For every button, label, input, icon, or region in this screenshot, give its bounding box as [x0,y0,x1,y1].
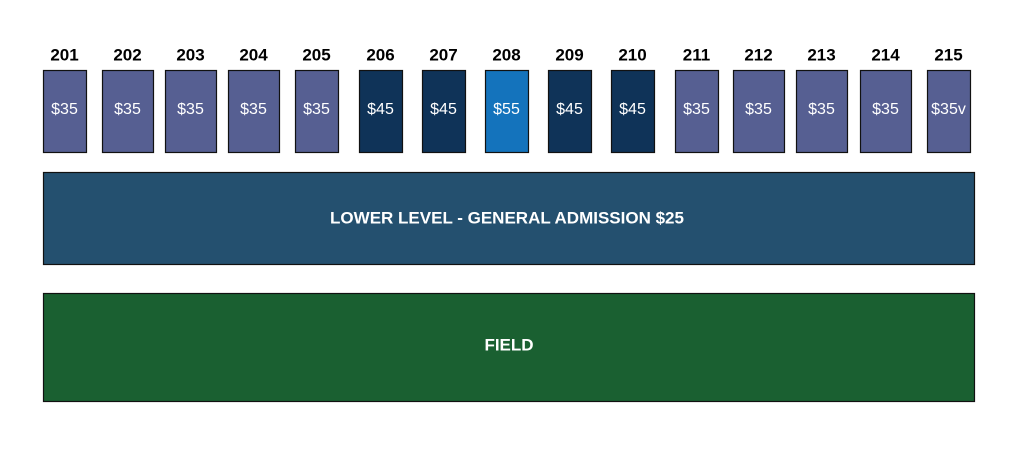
section-box [358,69,404,154]
section-number: 210 [618,45,646,64]
section-price: $35 [51,101,78,118]
section-price: $45 [430,101,457,118]
section-number: 208 [492,45,520,64]
section-box [859,69,913,154]
section-box [227,69,281,154]
section-box [484,69,530,154]
section-box [421,69,467,154]
section-number: 204 [239,45,268,64]
section-price: $35 [872,101,899,118]
section-price: $45 [367,101,394,118]
section-number: 212 [744,45,772,64]
section-number: 202 [113,45,141,64]
section-price: $35 [808,101,835,118]
section-box [547,69,593,154]
section-price: $35 [745,101,772,118]
section-box [795,69,849,154]
section-price: $55 [493,101,520,118]
section-box [101,69,155,154]
field-label: FIELD [484,335,533,354]
section-price: $35 [177,101,204,118]
section-number: 205 [302,45,330,64]
section-price: $45 [556,101,583,118]
section-box [926,69,972,154]
lower-level-area [42,171,976,266]
section-box [610,69,656,154]
section-number: 209 [555,45,583,64]
section-number: 213 [807,45,835,64]
section-box [42,69,88,154]
section-number: 211 [683,45,710,64]
lower-level-label: LOWER LEVEL - GENERAL ADMISSION $25 [330,208,684,227]
section-price: $35 [303,101,330,118]
section-box [164,69,218,154]
section-number: 206 [366,45,394,64]
section-number: 203 [176,45,204,64]
section-number: 214 [871,45,900,64]
upper-sections: 201 $35 202 $35 203 $35 204 $35 205 $35 206 $45 207 $… [42,45,972,154]
section-price: $35 [240,101,267,118]
section-number: 201 [50,45,78,64]
section-price: $35 [114,101,141,118]
section-number: 207 [429,45,457,64]
field-area [42,292,976,403]
section-price: $35 [683,101,710,118]
section-number: 215 [934,45,962,64]
section-box [732,69,786,154]
section-box [674,69,720,154]
section-box [294,69,340,154]
section-price: $35v [931,101,966,118]
section-price: $45 [619,101,646,118]
